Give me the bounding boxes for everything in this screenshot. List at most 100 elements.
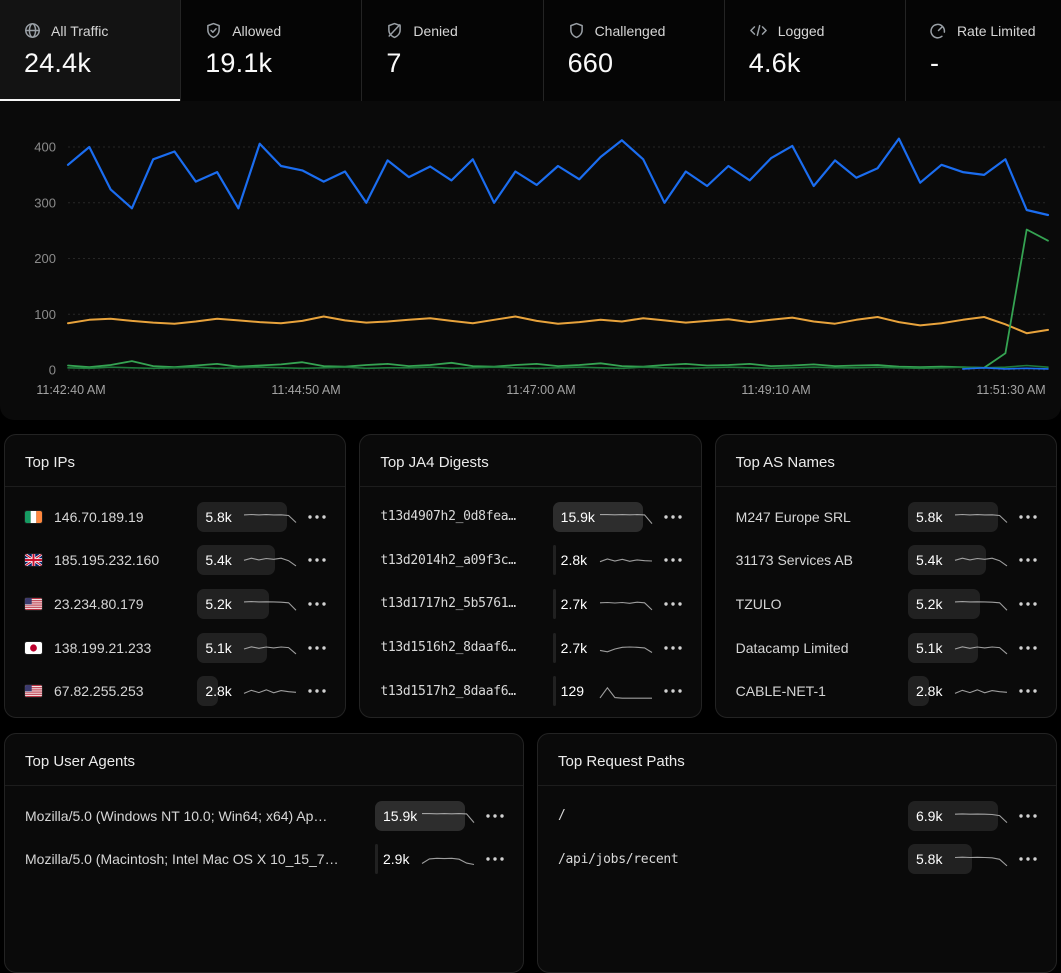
tab-rate-limited[interactable]: Rate Limited - bbox=[905, 0, 1061, 101]
count-cell: 2.9k bbox=[375, 844, 475, 875]
tab-header: Denied bbox=[386, 22, 542, 39]
card-top-request-paths: Top Request Paths / 6.9k/api/jobs/recent 5.… bbox=[537, 733, 1057, 973]
item-label: CABLE-NET-1 bbox=[735, 683, 826, 700]
ellipsis-icon[interactable] bbox=[1008, 813, 1040, 819]
tab-challenged[interactable]: Challenged 660 bbox=[543, 0, 725, 101]
ellipsis-icon[interactable] bbox=[297, 557, 329, 563]
tab-header: Allowed bbox=[205, 22, 361, 39]
count-bar bbox=[197, 545, 276, 576]
item-label: t13d2014h2_a09f3c… bbox=[380, 552, 516, 568]
y-axis-tick-label: 100 bbox=[34, 307, 56, 322]
ellipsis-icon[interactable] bbox=[1008, 557, 1040, 563]
ellipsis-icon[interactable] bbox=[297, 514, 329, 520]
count-value: 2.8k bbox=[560, 552, 588, 569]
metric-tab-bar: All Traffic 24.4k Allowed 19.1k Denied 7 Chall… bbox=[0, 0, 1061, 101]
list-item: Datacamp Limited 5.1k bbox=[736, 626, 1040, 670]
count-bar bbox=[907, 501, 998, 532]
ellipsis-icon[interactable] bbox=[1008, 601, 1040, 607]
count-value: 15.9k bbox=[560, 508, 595, 525]
tab-label: All Traffic bbox=[51, 22, 109, 39]
ellipsis-icon[interactable] bbox=[475, 813, 507, 819]
card-list: Mozilla/5.0 (Windows NT 10.0; Win64; x64… bbox=[5, 786, 523, 887]
x-axis-tick-label: 11:44:50 AM bbox=[271, 383, 340, 397]
count-cell: 6.9k bbox=[908, 800, 1008, 831]
tab-logged[interactable]: Logged 4.6k bbox=[724, 0, 906, 101]
globe-icon bbox=[24, 22, 41, 39]
count-cell: 5.1k bbox=[197, 632, 297, 663]
tab-allowed[interactable]: Allowed 19.1k bbox=[181, 0, 363, 101]
series-logged bbox=[67, 315, 1049, 335]
tab-label: Rate Limited bbox=[956, 22, 1036, 39]
ellipsis-icon[interactable] bbox=[1008, 514, 1040, 520]
count-cell: 2.8k bbox=[907, 676, 1008, 707]
count-value: 15.9k bbox=[383, 807, 418, 824]
series-challenged bbox=[67, 228, 1049, 369]
count-cell: 2.7k bbox=[552, 632, 653, 663]
count-value: 2.9k bbox=[383, 851, 410, 868]
count-bar bbox=[552, 545, 556, 576]
count-bar bbox=[375, 844, 378, 875]
count-bar bbox=[908, 800, 998, 831]
count-bar bbox=[907, 676, 929, 707]
shield-icon bbox=[568, 22, 585, 39]
flag-icon-us bbox=[24, 684, 43, 699]
list-item: Mozilla/5.0 (Windows NT 10.0; Win64; x64… bbox=[25, 794, 507, 838]
count-value: 2.8k bbox=[205, 683, 232, 700]
card-list: 146.70.189.19 5.8k 185.195.232.160 5.4k 23.2… bbox=[5, 487, 345, 717]
x-axis-tick-label: 11:42:40 AM bbox=[36, 383, 105, 397]
ellipsis-icon[interactable] bbox=[1008, 645, 1040, 651]
count-bar bbox=[375, 800, 465, 831]
card-title: Top User Agents bbox=[5, 734, 523, 786]
series-denied-blip bbox=[961, 366, 1049, 370]
tab-header: Challenged bbox=[568, 22, 724, 39]
tab-denied[interactable]: Denied 7 bbox=[362, 0, 544, 101]
ellipsis-icon[interactable] bbox=[297, 688, 329, 694]
sparkline bbox=[954, 689, 1008, 695]
list-item: t13d1516h2_8daaf6… 2.7k bbox=[380, 626, 684, 670]
sparkline bbox=[599, 513, 653, 524]
sparkline bbox=[422, 812, 475, 823]
sparkline bbox=[244, 558, 297, 567]
flag-icon-gb bbox=[24, 553, 43, 568]
count-value: 6.9k bbox=[916, 807, 943, 824]
y-axis-tick-label: 0 bbox=[49, 363, 56, 378]
item-label: TZULO bbox=[735, 595, 782, 612]
count-cell: 15.9k bbox=[552, 501, 653, 532]
ellipsis-icon[interactable] bbox=[297, 645, 329, 651]
list-item: CABLE-NET-1 2.8k bbox=[736, 669, 1040, 713]
sparkline bbox=[954, 645, 1008, 654]
x-axis-tick-label: 11:47:00 AM bbox=[506, 383, 575, 397]
ellipsis-icon[interactable] bbox=[653, 645, 685, 651]
ellipsis-icon[interactable] bbox=[653, 601, 685, 607]
list-item: /api/jobs/recent 5.8k bbox=[558, 838, 1040, 882]
sparkline bbox=[421, 858, 475, 866]
list-item: / 6.9k bbox=[558, 794, 1040, 838]
ellipsis-icon[interactable] bbox=[653, 688, 685, 694]
ellipsis-icon[interactable] bbox=[1008, 856, 1040, 862]
tab-label: Challenged bbox=[594, 22, 666, 39]
ellipsis-icon[interactable] bbox=[653, 557, 685, 563]
sparkline bbox=[954, 813, 1008, 823]
card-title: Top Request Paths bbox=[538, 734, 1056, 786]
tab-all-traffic[interactable]: All Traffic 24.4k bbox=[0, 0, 182, 101]
ellipsis-icon[interactable] bbox=[1008, 688, 1040, 694]
count-value: 2.7k bbox=[560, 595, 588, 612]
card-top-user-agents: Top User Agents Mozilla/5.0 (Windows NT 1… bbox=[4, 733, 524, 973]
sparkline bbox=[599, 601, 653, 611]
count-cell: 15.9k bbox=[375, 800, 475, 831]
ellipsis-icon[interactable] bbox=[653, 514, 685, 520]
sparkline bbox=[244, 513, 297, 523]
item-label: M247 Europe SRL bbox=[735, 508, 851, 525]
item-label: 146.70.189.19 bbox=[54, 508, 144, 525]
count-bar bbox=[552, 501, 643, 532]
count-bar bbox=[908, 844, 972, 875]
count-bar bbox=[552, 632, 556, 663]
list-item: t13d1517h2_8daaf6… 129 bbox=[380, 669, 684, 713]
ellipsis-icon[interactable] bbox=[475, 856, 507, 862]
tab-metric-value: 660 bbox=[567, 48, 614, 78]
tab-header: All Traffic bbox=[24, 22, 180, 39]
card-title: Top IPs bbox=[5, 435, 346, 487]
ellipsis-icon[interactable] bbox=[297, 601, 329, 607]
sparkline bbox=[954, 513, 1008, 523]
item-label: 67.82.255.253 bbox=[54, 683, 144, 700]
